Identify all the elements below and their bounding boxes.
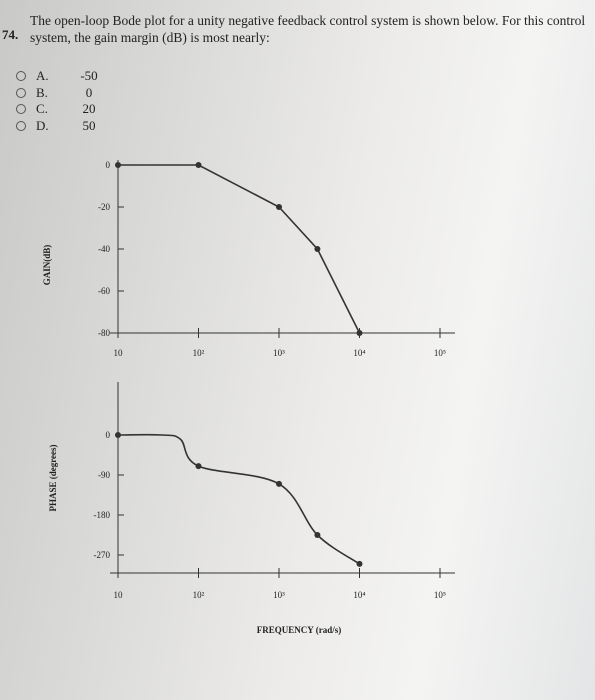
option-value: -50 [80, 68, 98, 84]
phase-y-tick-label: -90 [98, 470, 110, 480]
option-label: A. [36, 68, 49, 84]
phase-data-point [314, 532, 321, 538]
gain-curve [118, 164, 361, 334]
option-d[interactable]: D. 50 [16, 118, 104, 135]
phase-x-tick-label: 10² [193, 590, 205, 600]
phase-curve [117, 433, 360, 565]
option-label: C. [36, 101, 48, 117]
option-label: B. [36, 84, 48, 100]
phase-data-point [356, 560, 363, 567]
phase-x-tick-label: 10⁴ [353, 590, 365, 600]
phase-x-tick-label: 10 [114, 590, 124, 600]
option-value: 20 [82, 101, 96, 117]
gain-y-tick-label: -60 [98, 286, 110, 296]
gain-y-tick-label: -80 [98, 328, 110, 338]
phase-x-tick-label: 10³ [273, 590, 285, 600]
gain-x-tick-label: 10² [193, 348, 205, 358]
gain-data-point [314, 246, 321, 252]
phase-data-point [115, 432, 121, 438]
option-b[interactable]: B. 0 [16, 85, 104, 102]
phase-y-tick-label: -270 [94, 550, 111, 560]
option-a[interactable]: A. -50 [16, 68, 104, 85]
gain-axis-title: GAIN(dB) [42, 245, 52, 286]
phase-y-tick-label: -180 [94, 510, 111, 520]
radio-button-icon[interactable] [16, 71, 26, 82]
gain-x-tick-label: 10³ [273, 348, 285, 358]
radio-button-icon[interactable] [16, 87, 26, 98]
question-text: The open-loop Bode plot for a unity nega… [30, 13, 586, 45]
gain-y-tick-label: 0 [106, 160, 111, 170]
question-number: 74. [2, 27, 19, 42]
gain-y-tick-label: -40 [98, 244, 110, 254]
phase-data-point [195, 463, 202, 470]
phase-y-tick-label: 0 [106, 430, 111, 440]
option-value: 50 [82, 117, 96, 133]
radio-button-icon[interactable] [16, 120, 26, 131]
answer-options: A. -50 B. 0 C. 20 D. 50 [16, 68, 104, 134]
x-axis-title: FREQUENCY (rad/s) [257, 625, 341, 635]
option-value: 0 [85, 84, 93, 100]
gain-data-point [115, 162, 121, 168]
option-label: D. [36, 117, 49, 133]
gain-x-tick-label: 10⁵ [434, 348, 446, 358]
radio-button-icon[interactable] [16, 104, 26, 115]
option-c[interactable]: C. 20 [16, 101, 104, 118]
gain-x-tick-label: 10 [114, 348, 124, 358]
gain-data-point [276, 204, 282, 210]
gain-y-tick-label: -20 [98, 202, 110, 212]
gain-x-tick-label: 10⁴ [353, 348, 365, 358]
gain-data-point [356, 330, 363, 336]
phase-x-tick-label: 10⁵ [434, 590, 446, 600]
phase-data-point [276, 480, 282, 487]
gain-data-point [195, 162, 202, 168]
phase-axis-title: PHASE (degrees) [48, 444, 58, 511]
